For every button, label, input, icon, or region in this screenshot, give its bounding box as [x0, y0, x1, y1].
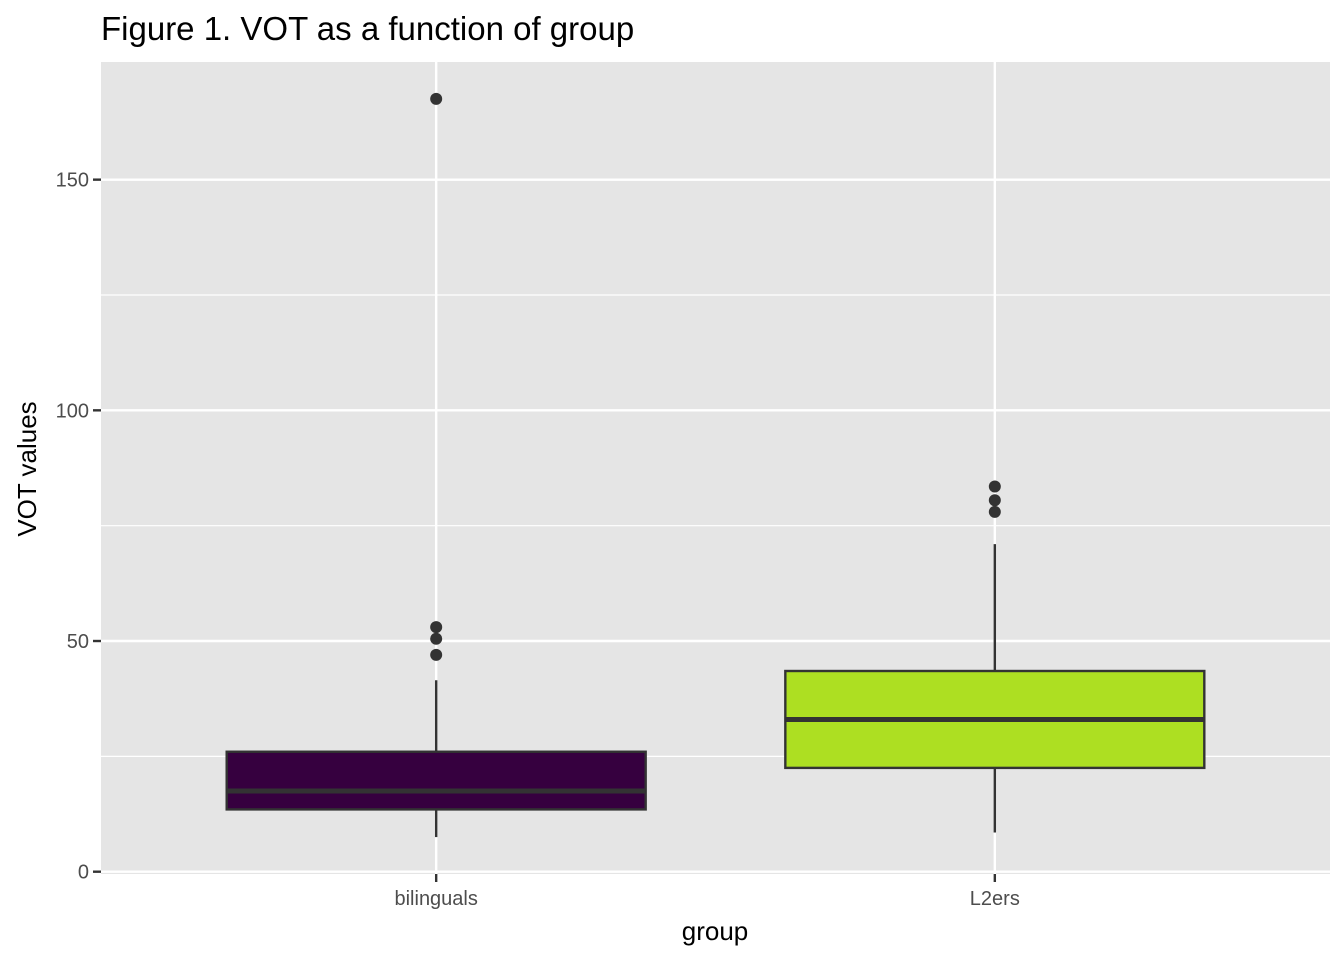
chart-title: Figure 1. VOT as a function of group: [101, 10, 634, 47]
box-iqr: [225, 750, 647, 811]
outlier-point: [430, 92, 443, 105]
x-axis-title: group: [682, 916, 749, 946]
y-tick-label: 100: [56, 400, 89, 422]
x-tick-label: bilinguals: [394, 888, 477, 910]
boxes-layer: [225, 92, 1206, 838]
y-tick-label: 0: [78, 862, 89, 884]
outlier-point: [988, 494, 1001, 507]
outlier-point: [430, 621, 443, 634]
outlier-point: [988, 505, 1001, 518]
y-axis: 0 50 100 150: [56, 170, 101, 884]
outlier-point: [988, 480, 1001, 493]
x-axis: bilinguals L2ers: [394, 874, 1020, 910]
box-L2ers: [784, 480, 1206, 833]
x-tick-label: L2ers: [970, 888, 1020, 910]
box-bilinguals: [225, 92, 647, 838]
outlier-point: [430, 648, 443, 661]
y-tick-label: 150: [56, 170, 89, 192]
y-tick-label: 50: [67, 631, 89, 653]
outlier-point: [430, 632, 443, 645]
y-axis-title: VOT values: [12, 401, 42, 536]
